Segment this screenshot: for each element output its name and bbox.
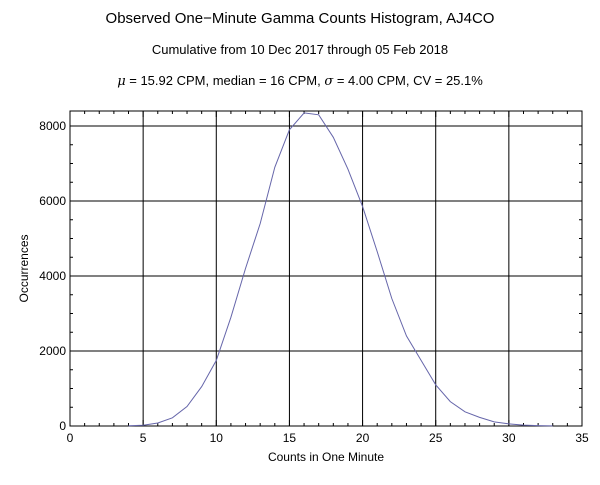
chart-title: Observed One−Minute Gamma Counts Histogr… — [105, 10, 495, 27]
y-tick-label: 6000 — [39, 194, 66, 208]
mu-symbol: μ — [117, 74, 126, 89]
x-axis-label: Counts in One Minute — [268, 450, 384, 464]
plot-frame — [69, 110, 583, 427]
x-tick-label: 20 — [356, 431, 370, 445]
y-tick-label: 4000 — [39, 269, 66, 283]
stats-line: μ = 15.92 CPM, median = 16 CPM, σ = 4.00… — [0, 73, 600, 89]
x-tick-label: 0 — [67, 431, 74, 445]
x-tick-label: 25 — [429, 431, 443, 445]
sigma-symbol: σ — [324, 74, 334, 89]
x-tick-label: 5 — [140, 431, 147, 445]
x-tick-label: 30 — [502, 431, 516, 445]
y-axis-label: Occurrences — [17, 234, 31, 302]
sigma-stats-text: = 4.00 CPM, CV = 25.1% — [333, 73, 483, 88]
y-tick-label: 0 — [59, 419, 66, 433]
chart-subtitle: Cumulative from 10 Dec 2017 through 05 F… — [151, 42, 449, 57]
y-tick-label: 2000 — [39, 344, 66, 358]
series-line — [128, 112, 553, 427]
y-tick-label: 8000 — [39, 119, 66, 133]
x-tick-label: 10 — [210, 431, 224, 445]
x-tick-label: 35 — [575, 431, 589, 445]
mu-stats-text: = 15.92 CPM, median = 16 CPM, — [125, 73, 325, 88]
x-tick-label: 15 — [283, 431, 297, 445]
